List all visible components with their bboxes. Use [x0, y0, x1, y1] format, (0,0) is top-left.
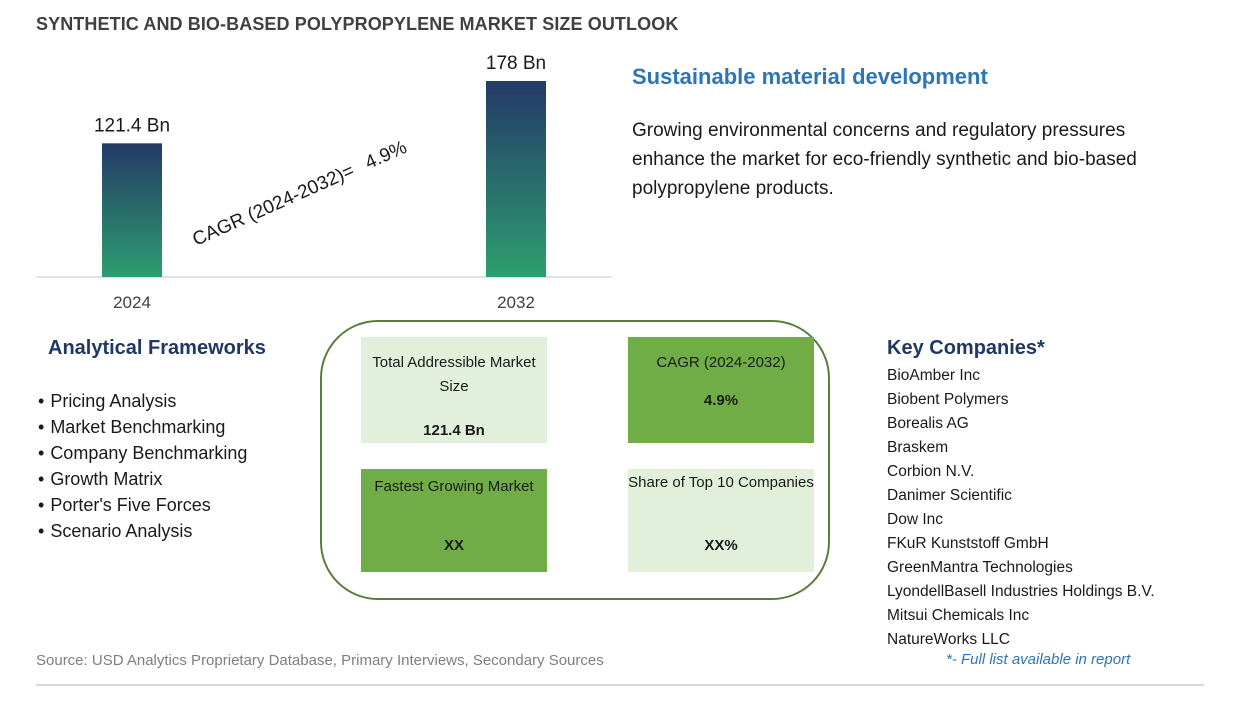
- tam-tile: Total Addressible Market Size 121.4 Bn: [361, 337, 547, 443]
- framework-item: Porter's Five Forces: [38, 492, 247, 518]
- bar-2024: [102, 143, 162, 277]
- company-item: LyondellBasell Industries Holdings B.V.: [887, 583, 1155, 600]
- bar-2032: [486, 81, 546, 277]
- market-size-chart: 121.4 Bn 2024 178 Bn 2032 CAGR (2024-2032)=…: [36, 53, 612, 312]
- companies-list: BioAmber Inc Biobent Polymers Borealis A…: [887, 364, 1155, 652]
- framework-item: Growth Matrix: [38, 466, 247, 492]
- x-tick-label: 2032: [497, 293, 535, 312]
- company-item: NatureWorks LLC: [887, 631, 1010, 648]
- top10-share-label: Share of Top 10 Companies: [628, 474, 814, 491]
- fastest-market-label: Fastest Growing Market: [374, 478, 534, 495]
- company-item: Mitsui Chemicals Inc: [887, 607, 1030, 624]
- bottom-divider: [36, 684, 1204, 686]
- framework-item: Pricing Analysis: [38, 388, 247, 414]
- company-item: BioAmber Inc: [887, 367, 981, 384]
- frameworks-list: Pricing Analysis Market Benchmarking Com…: [38, 388, 247, 544]
- full-list-footnote: *- Full list available in report: [946, 651, 1131, 668]
- top10-share-tile: Share of Top 10 Companies XX%: [628, 469, 814, 572]
- company-item: Biobent Polymers: [887, 391, 1009, 408]
- framework-item: Market Benchmarking: [38, 414, 247, 440]
- tam-value: 121.4 Bn: [423, 422, 485, 439]
- bar-value-label: 121.4 Bn: [94, 115, 170, 136]
- bar-value-label: 178 Bn: [486, 53, 546, 74]
- cagr-annotation-value: 4.9%: [362, 137, 410, 174]
- company-item: GreenMantra Technologies: [887, 559, 1073, 576]
- cagr-annotation: CAGR (2024-2032)=4.9%: [189, 137, 410, 251]
- frameworks-title: Analytical Frameworks: [48, 337, 266, 359]
- cagr-value: 4.9%: [703, 392, 739, 409]
- tam-label: Total Addressible Market Size: [372, 354, 536, 395]
- cagr-annotation-label: CAGR (2024-2032)=: [189, 160, 357, 250]
- top10-share-value: XX%: [704, 537, 738, 554]
- fastest-market-tile: Fastest Growing Market XX: [361, 469, 547, 572]
- company-item: Borealis AG: [887, 415, 969, 432]
- company-item: Danimer Scientific: [887, 487, 1012, 504]
- metrics-panel: [320, 320, 830, 600]
- insight-body: Growing environmental concerns and regul…: [632, 120, 1137, 199]
- companies-title: Key Companies*: [887, 337, 1045, 359]
- page-title: SYNTHETIC AND BIO-BASED POLYPROPYLENE MA…: [36, 14, 679, 34]
- company-item: Braskem: [887, 439, 949, 456]
- company-item: Dow Inc: [887, 511, 943, 528]
- cagr-label: CAGR (2024-2032): [656, 354, 786, 371]
- cagr-tile: CAGR (2024-2032) 4.9%: [628, 337, 814, 443]
- company-item: Corbion N.V.: [887, 463, 975, 480]
- source-note: Source: USD Analytics Proprietary Databa…: [36, 652, 604, 669]
- company-item: FKuR Kunststoff GmbH: [887, 535, 1049, 552]
- insight-title: Sustainable material development: [632, 64, 988, 89]
- x-tick-label: 2024: [113, 293, 151, 312]
- fastest-market-value: XX: [443, 537, 464, 554]
- framework-item: Company Benchmarking: [38, 440, 247, 466]
- framework-item: Scenario Analysis: [38, 518, 247, 544]
